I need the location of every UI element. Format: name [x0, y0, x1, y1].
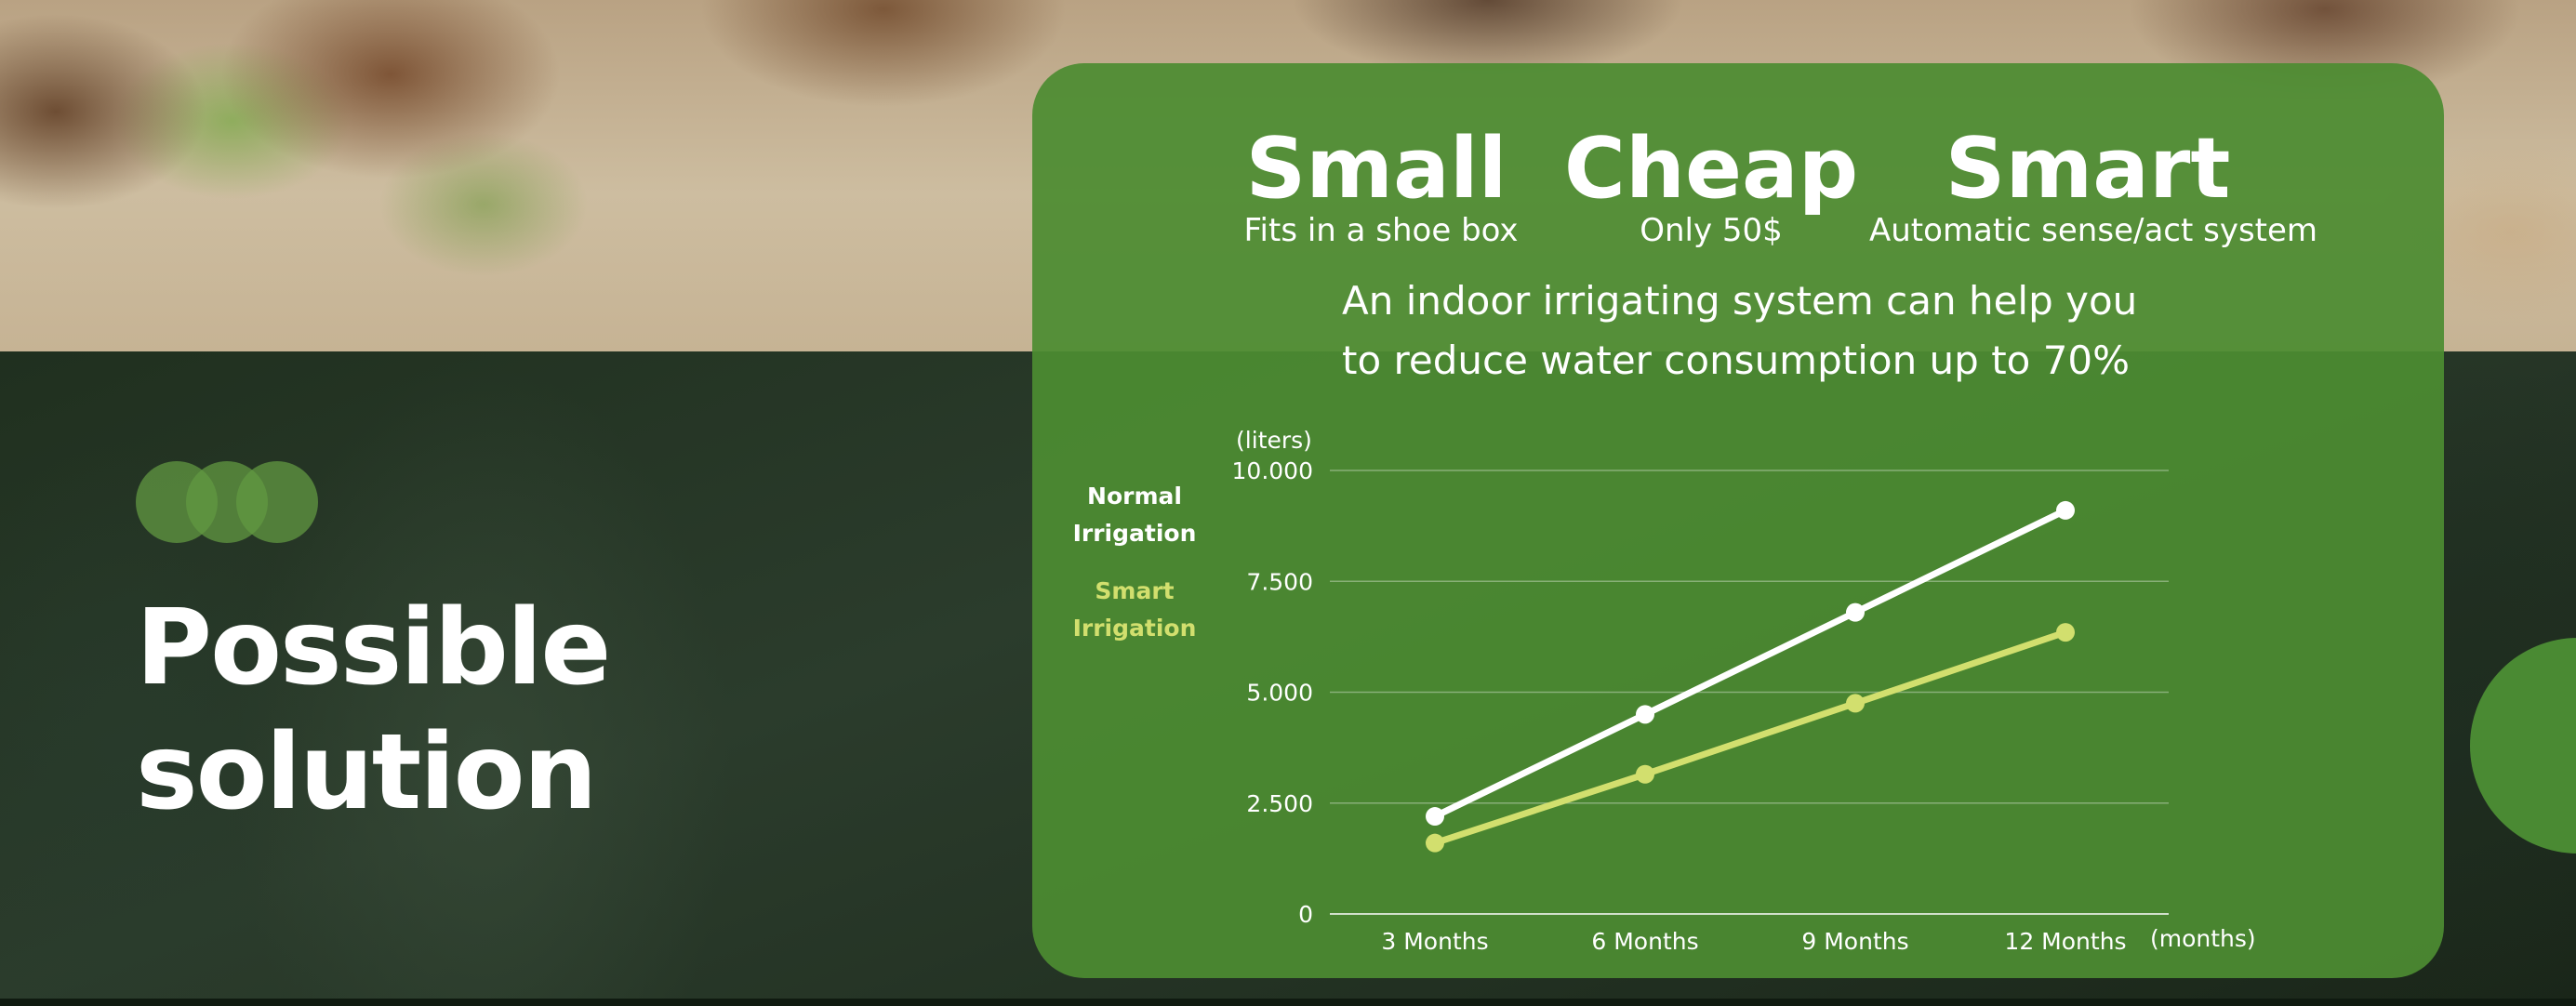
- solution-panel: [1032, 63, 2444, 978]
- y-tick-label-4: 10.000: [1232, 457, 1313, 484]
- heading-line-1: Possible: [136, 588, 611, 708]
- y-tick-label-3: 7.500: [1246, 568, 1313, 595]
- legend-normal-line-1: Normal: [1087, 483, 1182, 510]
- x-tick-label-0: 3 Months: [1381, 928, 1488, 955]
- legend-normal-irrigation: Normal Irrigation: [1060, 478, 1209, 552]
- series-0-point-3: [2056, 500, 2075, 520]
- x-tick-label-1: 6 Months: [1591, 928, 1698, 955]
- legend-smart-line-1: Smart: [1095, 577, 1175, 604]
- feature-subtitle-cheap: Only 50$: [1640, 212, 1783, 249]
- y-tick-label-0: 0: [1298, 901, 1313, 928]
- series-0-point-1: [1636, 705, 1654, 724]
- series-0-point-0: [1426, 807, 1444, 827]
- feature-title-cheap: Cheap: [1563, 120, 1859, 218]
- series-line-0: [1431, 507, 2069, 820]
- series-1-point-0: [1426, 833, 1444, 853]
- tagline: An indoor irrigating system can help you…: [1342, 271, 2160, 390]
- heading-line-2: solution: [136, 712, 597, 833]
- decor-circle-3: [236, 461, 318, 543]
- series-1-point-2: [1846, 694, 1865, 713]
- legend-normal-line-2: Irrigation: [1072, 520, 1197, 547]
- feature-title-small: Small: [1245, 120, 1507, 218]
- y-axis-unit-label: (liters): [1236, 427, 1312, 454]
- y-tick-label-1: 2.500: [1246, 790, 1313, 817]
- series-1-point-3: [2056, 623, 2075, 642]
- feature-subtitle-small: Fits in a shoe box: [1243, 212, 1519, 249]
- x-tick-label-3: 12 Months: [2004, 928, 2126, 955]
- feature-subtitle-smart: Automatic sense/act system: [1869, 212, 2318, 249]
- y-tick-label-2: 5.000: [1246, 680, 1313, 707]
- tagline-line-2: to reduce water consumption up to 70%: [1342, 338, 2131, 383]
- bottom-edge-strip: [0, 999, 2576, 1006]
- feature-title-smart: Smart: [1945, 120, 2231, 218]
- series-1-point-1: [1636, 764, 1654, 784]
- series-line-1: [1431, 629, 2069, 847]
- legend-smart-line-2: Irrigation: [1072, 615, 1197, 642]
- legend-smart-irrigation: Smart Irrigation: [1060, 573, 1209, 647]
- tagline-line-1: An indoor irrigating system can help you: [1342, 278, 2138, 324]
- x-tick-label-2: 9 Months: [1801, 928, 1908, 955]
- slide-heading: Possible solution: [136, 586, 611, 835]
- x-axis-unit-label: (months): [2150, 925, 2256, 952]
- series-0-point-2: [1846, 602, 1865, 622]
